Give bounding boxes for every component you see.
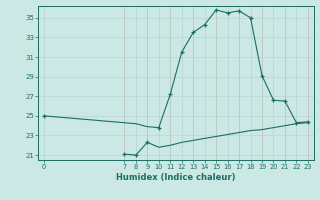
X-axis label: Humidex (Indice chaleur): Humidex (Indice chaleur) <box>116 173 236 182</box>
